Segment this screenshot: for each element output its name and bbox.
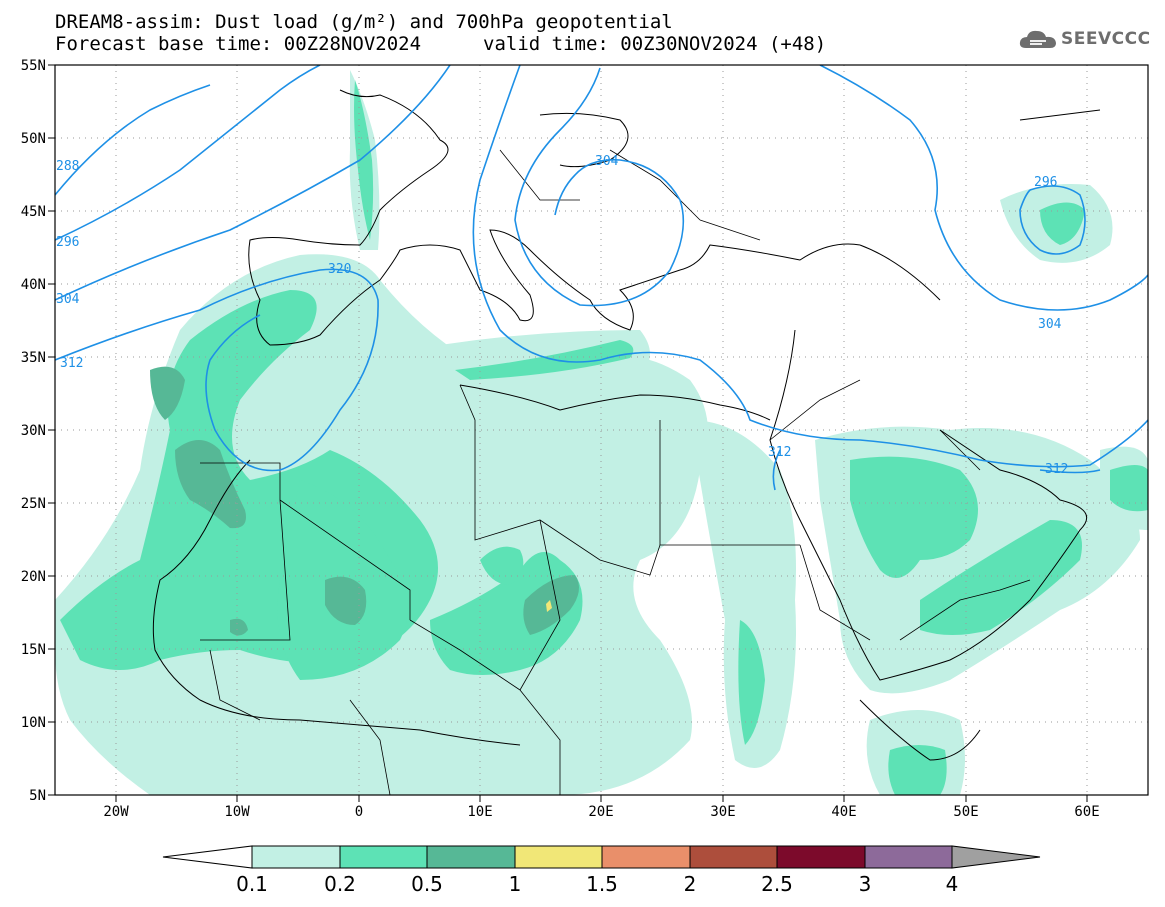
colorbar-segment (426, 845, 516, 869)
contour-label: 312 (1045, 462, 1068, 477)
contour-label: 304 (1038, 317, 1062, 332)
dust-shading-peak (546, 600, 552, 612)
seevccc-logo: SEEVCCC (1018, 26, 1151, 52)
colorbar-label: 4 (945, 872, 959, 896)
lat-label: 30N (21, 423, 46, 439)
colorbar-segment (951, 845, 1041, 869)
colorbar-segment (514, 845, 603, 869)
lat-label: 35N (21, 350, 46, 366)
contour-label: 304 (56, 292, 80, 307)
contour-label: 320 (328, 262, 351, 277)
lat-label: 25N (21, 496, 46, 512)
cloud-icon (1019, 30, 1056, 48)
lon-label: 0 (355, 804, 363, 820)
lat-label: 55N (21, 58, 46, 74)
axis-ticks (48, 64, 1088, 802)
valid-time: valid time: 00Z30NOV2024 (+48) (483, 33, 827, 55)
contour-label: 312 (768, 445, 791, 460)
plot-area: 288 296 304 312 320 304 296 304 312 312 (55, 65, 1148, 795)
colorbar (162, 845, 1041, 869)
lon-label: 10E (467, 804, 492, 820)
lon-label: 60E (1074, 804, 1099, 820)
contour-label: 304 (595, 154, 619, 169)
lon-label: 50E (953, 804, 978, 820)
colorbar-segment (776, 845, 866, 869)
lat-label: 15N (21, 642, 46, 658)
colorbar-label: 3 (858, 872, 872, 896)
lon-label: 30E (710, 804, 735, 820)
contour-label: 296 (56, 235, 79, 250)
lat-label: 40N (21, 277, 46, 293)
map-title: DREAM8-assim: Dust load (g/m²) and 700hP… (55, 11, 673, 33)
colorbar-label: 1.5 (586, 872, 618, 896)
colorbar-segment (689, 845, 778, 869)
contour-label: 288 (56, 159, 79, 174)
colorbar-label: 1 (508, 872, 522, 896)
lon-label: 40E (831, 804, 856, 820)
country-borders (200, 149, 1031, 795)
colorbar-segment (339, 845, 428, 869)
colorbar-segment (864, 845, 953, 869)
colorbar-segment (601, 845, 691, 869)
graticule (55, 65, 1148, 795)
base-time: Forecast base time: 00Z28NOV2024 (55, 33, 422, 55)
longitude-labels: 20W 10W 0 10E 20E 30E 40E 50E 60E (103, 804, 1099, 820)
colorbar-label: 2 (683, 872, 697, 896)
contour-label: 312 (60, 356, 83, 371)
lat-label: 45N (21, 204, 46, 220)
lat-label: 10N (21, 715, 46, 731)
contour-label: 296 (1034, 175, 1057, 190)
lon-label: 20W (103, 804, 129, 820)
colorbar-label: 2.5 (761, 872, 793, 896)
colorbar-segment (251, 845, 341, 869)
lon-label: 10W (224, 804, 250, 820)
colorbar-label: 0.5 (411, 872, 443, 896)
lon-label: 20E (588, 804, 613, 820)
lat-label: 20N (21, 569, 46, 585)
geopotential-contours (55, 65, 1148, 491)
colorbar-segment (162, 845, 253, 869)
colorbar-label: 0.1 (236, 872, 268, 896)
dust-shading-high (150, 366, 579, 636)
lat-label: 5N (29, 788, 46, 804)
colorbar-label: 0.2 (324, 872, 356, 896)
contour-labels: 288 296 304 312 320 304 296 304 312 312 (56, 154, 1068, 477)
lat-label: 50N (21, 131, 46, 147)
latitude-labels: 55N 50N 45N 40N 35N 30N 25N 20N 15N 10N … (21, 58, 46, 804)
logo-text: SEEVCCC (1061, 29, 1151, 49)
coastlines (152, 89, 1101, 761)
